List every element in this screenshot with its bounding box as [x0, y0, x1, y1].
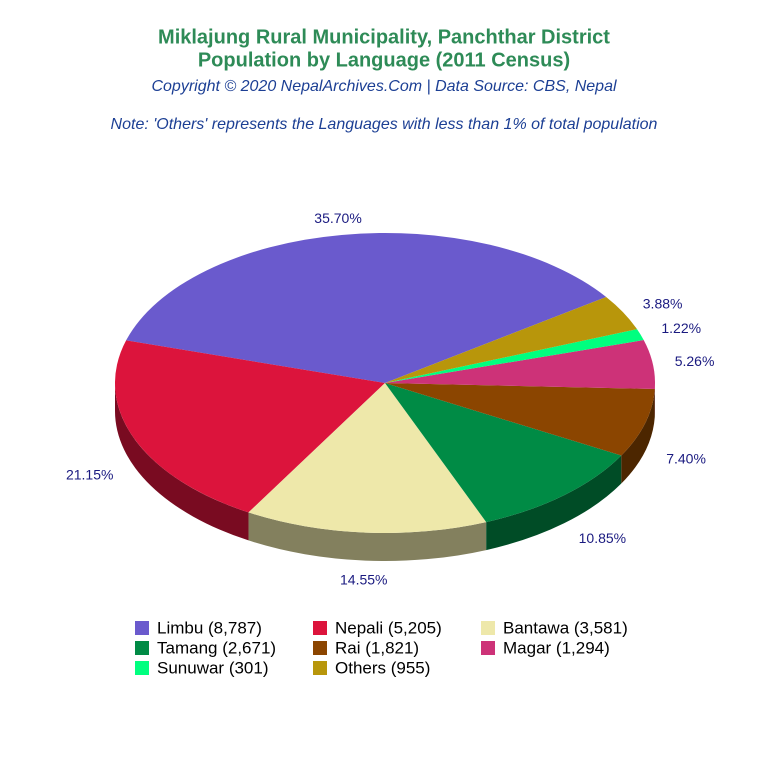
legend-label: Others (955) [335, 658, 430, 677]
value-label: 21.15% [66, 467, 113, 483]
legend-swatch [135, 621, 149, 635]
legend-label: Limbu (8,787) [157, 618, 262, 637]
legend-swatch [481, 621, 495, 635]
legend-label: Tamang (2,671) [157, 638, 276, 657]
chart-subtitle: Population by Language (2011 Census) [198, 49, 570, 71]
legend-swatch [135, 641, 149, 655]
legend-label: Rai (1,821) [335, 638, 419, 657]
legend-label: Bantawa (3,581) [503, 618, 628, 637]
legend-swatch [481, 641, 495, 655]
note: Note: 'Others' represents the Languages … [111, 116, 658, 133]
legend-swatch [135, 661, 149, 675]
value-label: 1.22% [661, 320, 701, 336]
value-label: 35.70% [314, 210, 361, 226]
legend-swatch [313, 621, 327, 635]
value-label: 14.55% [340, 571, 387, 587]
value-label: 3.88% [643, 296, 683, 312]
source: Copyright © 2020 NepalArchives.Com | Dat… [151, 78, 616, 95]
legend-swatch [313, 641, 327, 655]
value-label: 10.85% [579, 530, 626, 546]
value-label: 7.40% [666, 450, 706, 466]
legend-swatch [313, 661, 327, 675]
value-label: 5.26% [675, 353, 715, 369]
chart-title: Miklajung Rural Municipality, Panchthar … [158, 26, 610, 48]
legend-label: Nepali (5,205) [335, 618, 442, 637]
legend-label: Magar (1,294) [503, 638, 610, 657]
legend-label: Sunuwar (301) [157, 658, 269, 677]
